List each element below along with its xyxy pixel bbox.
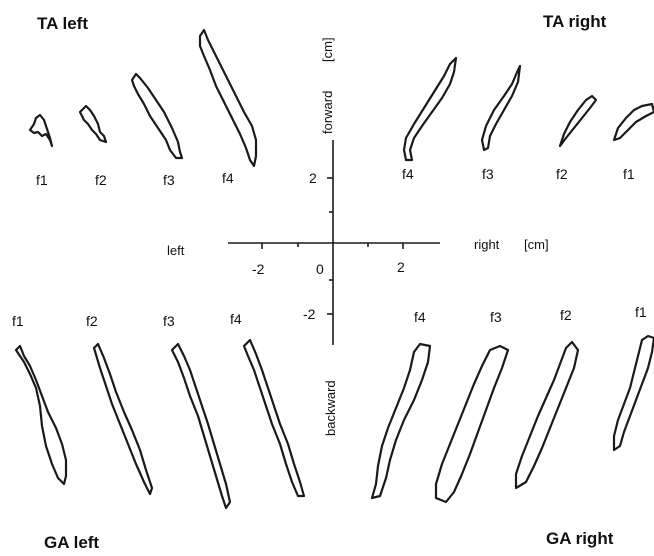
tick-label-x-pos2: 2 xyxy=(397,259,405,275)
ta-right-f1-trace xyxy=(612,102,654,142)
ga-right-title: GA right xyxy=(546,529,614,548)
ta-right-f3-label: f3 xyxy=(482,166,494,182)
ga-left-f3-label: f3 xyxy=(163,313,175,329)
axis-label-right: right xyxy=(474,237,500,252)
ta-left-f1-trace xyxy=(28,113,54,148)
axis-label-forward: forward xyxy=(320,90,335,134)
ta-right-f4-trace xyxy=(402,56,458,162)
ga-right-f3-trace xyxy=(434,344,510,504)
ga-left-title: GA left xyxy=(44,533,100,552)
axis-label-left: left xyxy=(167,243,185,258)
ta-left-f3-label: f3 xyxy=(163,172,175,188)
ta-left-title: TA left xyxy=(37,14,88,33)
ga-left-traces xyxy=(14,338,306,510)
ga-right-f2-label: f2 xyxy=(560,307,572,323)
ga-left-f2-trace xyxy=(92,342,154,496)
ta-right-f2-label: f2 xyxy=(556,166,568,182)
ga-right-f1-label: f1 xyxy=(635,304,647,320)
axis-unit-horizontal: [cm] xyxy=(524,237,549,252)
ga-left-f3-trace xyxy=(170,342,232,510)
central-axes xyxy=(228,140,440,345)
ta-left-f1-label: f1 xyxy=(36,172,48,188)
ga-left-f4-label: f4 xyxy=(230,311,242,327)
ta-left-f2-trace xyxy=(78,104,108,144)
ga-right-f4-trace xyxy=(370,342,432,500)
ta-right-f2-trace xyxy=(558,94,598,148)
ta-right-f3-trace xyxy=(480,64,522,152)
ta-left-f4-trace xyxy=(198,28,258,168)
ga-right-f3-label: f3 xyxy=(490,309,502,325)
ta-right-f1-label: f1 xyxy=(623,166,635,182)
ga-left-f1-label: f1 xyxy=(12,313,24,329)
tick-label-x-neg2: -2 xyxy=(252,261,265,277)
tick-label-x-zero: 0 xyxy=(316,261,324,277)
ta-right-f4-label: f4 xyxy=(402,166,414,182)
ta-left-f3-trace xyxy=(130,72,184,160)
ga-left-f1-trace xyxy=(14,344,68,486)
ta-right-traces xyxy=(402,56,654,162)
ga-right-traces xyxy=(370,334,654,504)
ta-left-f2-label: f2 xyxy=(95,172,107,188)
axis-unit-vertical: [cm] xyxy=(320,37,335,62)
ga-right-f2-trace xyxy=(514,340,580,490)
ta-right-title: TA right xyxy=(543,12,607,31)
ga-left-f2-label: f2 xyxy=(86,313,98,329)
tick-label-y-pos2: 2 xyxy=(309,170,317,186)
ta-left-f4-label: f4 xyxy=(222,170,234,186)
axis-label-backward: backward xyxy=(323,380,338,436)
ga-right-f4-label: f4 xyxy=(414,309,426,325)
ga-left-f4-trace xyxy=(242,338,306,498)
ga-right-f1-trace xyxy=(612,334,654,452)
tick-label-y-neg2: -2 xyxy=(303,306,316,322)
ta-left-traces xyxy=(28,28,258,168)
